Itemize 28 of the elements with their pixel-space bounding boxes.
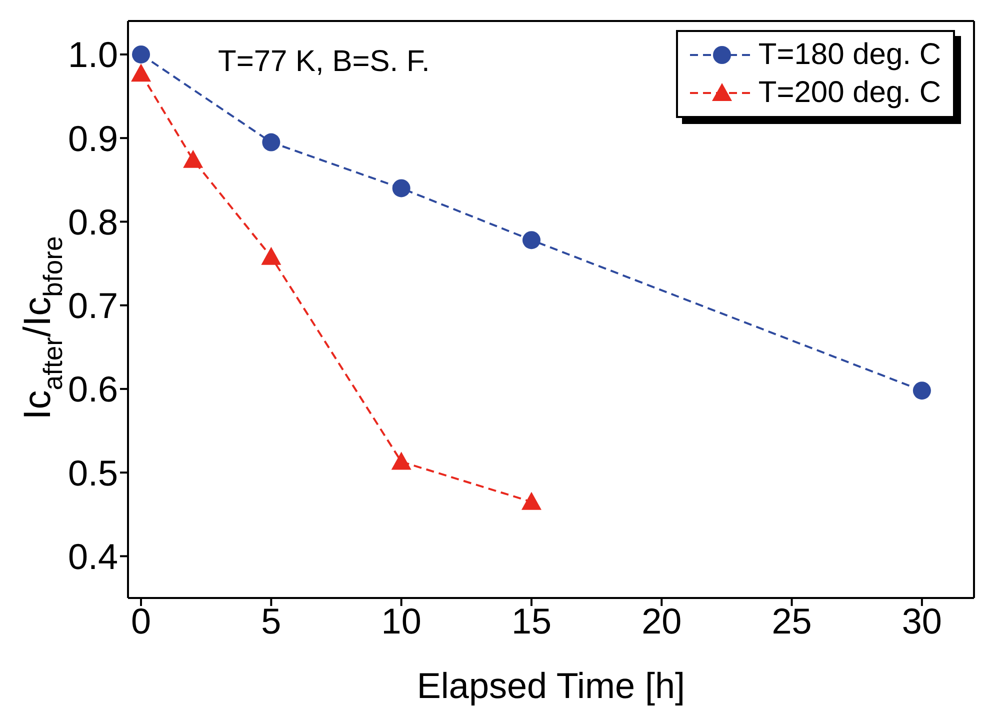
point xyxy=(261,246,282,265)
x-tick-label: 0 xyxy=(131,600,152,642)
x-tick-label: 25 xyxy=(772,600,812,642)
x-tick-label: 10 xyxy=(381,600,422,642)
annotation: T=77 K, B=S. F. xyxy=(218,45,430,78)
y-tick-label: 0.8 xyxy=(68,201,118,242)
x-tick-label: 30 xyxy=(902,600,942,642)
legend-label: T=180 deg. C xyxy=(758,37,941,73)
y-tick-label: 0.7 xyxy=(68,285,118,326)
y-tick-label: 0.9 xyxy=(68,118,118,159)
point xyxy=(522,231,540,250)
point xyxy=(183,150,204,168)
point xyxy=(521,492,542,510)
x-axis-title: Elapsed Time [h] xyxy=(416,665,686,706)
point xyxy=(392,179,410,198)
point xyxy=(262,133,280,152)
y-tick-label: 0.6 xyxy=(68,368,118,410)
x-tick-label: 15 xyxy=(511,600,552,642)
point xyxy=(391,452,412,470)
legend-label: T=200 deg. C xyxy=(758,75,941,111)
y-tick-label: 1.0 xyxy=(68,34,118,76)
point xyxy=(131,64,152,82)
x-tick-label: 20 xyxy=(642,600,682,642)
point xyxy=(132,45,150,64)
y-tick-label: 0.5 xyxy=(68,452,118,494)
x-tick-label: 5 xyxy=(261,600,282,642)
point xyxy=(912,382,931,400)
y-tick-label: 0.4 xyxy=(68,536,118,577)
